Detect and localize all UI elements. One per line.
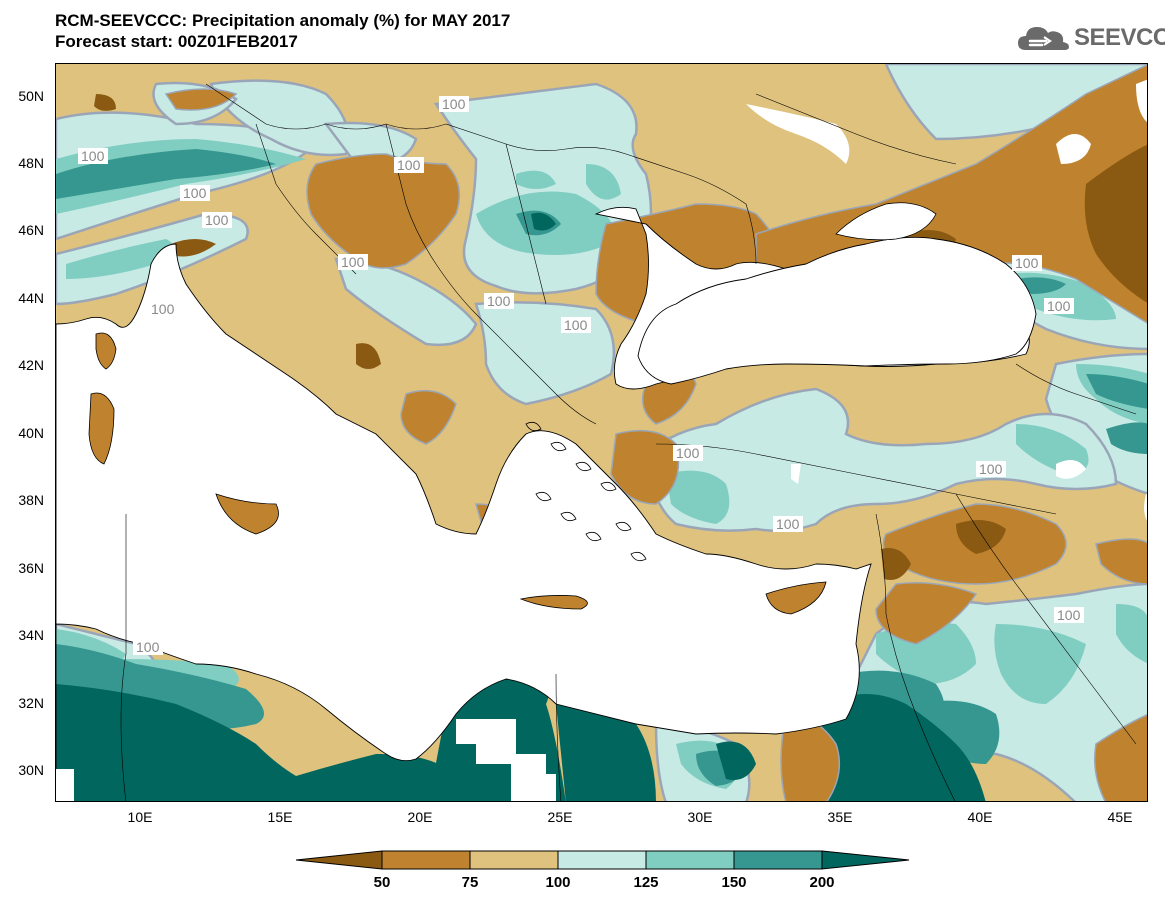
lat-label: 30N (18, 762, 44, 778)
lat-label: 32N (18, 695, 44, 711)
legend-tick: 75 (461, 874, 479, 891)
contour-label-100: 100 (151, 301, 175, 317)
contour-label-100: 100 (564, 317, 588, 333)
logo-text: SEEVCCC (1074, 24, 1165, 51)
lon-label: 35E (827, 809, 853, 825)
lon-label: 45E (1107, 809, 1133, 825)
forecast-start: Forecast start: 00Z01FEB2017 (55, 32, 298, 51)
lon-label: 15E (267, 809, 293, 825)
contour-labels: 100 100 100 100 100 100 100 100 100 100 … (78, 96, 1084, 655)
lat-label: 46N (18, 222, 44, 238)
lat-label: 36N (18, 560, 44, 576)
contour-label-100: 100 (676, 445, 700, 461)
lon-label: 40E (967, 809, 993, 825)
contour-label-100: 100 (136, 639, 160, 655)
contour-label-100: 100 (81, 148, 105, 164)
legend-swatch-75-100 (469, 850, 559, 870)
cloud-logo-icon (1018, 27, 1069, 50)
legend-tick: 100 (545, 874, 571, 891)
map-area: 100 100 100 100 100 100 100 100 100 100 … (55, 63, 1148, 802)
contour-label-100: 100 (487, 293, 511, 309)
legend-swatch-150-200 (733, 850, 823, 870)
precipitation-anomaly-map: 100 100 100 100 100 100 100 100 100 100 … (56, 64, 1147, 801)
contour-label-100: 100 (341, 254, 365, 270)
legend-swatch-above-200 (821, 850, 910, 870)
legend-tick: 200 (809, 874, 835, 891)
country-borders (120, 83, 1137, 801)
lat-label: 38N (18, 492, 44, 508)
contour-label-100: 100 (1057, 607, 1081, 623)
contour-label-100: 100 (1047, 298, 1071, 314)
aegean-islands (525, 421, 647, 562)
legend-tick: 150 (721, 874, 747, 891)
map-title: RCM-SEEVCCC: Precipitation anomaly (%) f… (55, 11, 511, 30)
masked-areas (56, 79, 1147, 801)
lat-label: 48N (18, 155, 44, 171)
contour-label-100: 100 (776, 516, 800, 532)
contour-label-100: 100 (1015, 255, 1039, 271)
contour-label-100: 100 (442, 96, 466, 112)
islands (88, 332, 827, 615)
lon-label: 10E (127, 809, 153, 825)
lat-label: 50N (18, 88, 44, 104)
lat-label: 44N (18, 290, 44, 306)
contour-label-100: 100 (205, 212, 229, 228)
legend-swatch-50-75 (381, 850, 471, 870)
contour-label-100: 100 (183, 185, 207, 201)
lon-label: 20E (407, 809, 433, 825)
lat-label: 34N (18, 627, 44, 643)
legend-tick: 125 (633, 874, 659, 891)
legend-swatch-125-150 (645, 850, 735, 870)
legend-tick: 50 (373, 874, 391, 891)
lat-label: 40N (18, 425, 44, 441)
legend-swatch-100-125 (557, 850, 647, 870)
lon-label: 30E (687, 809, 713, 825)
title-block: RCM-SEEVCCC: Precipitation anomaly (%) f… (55, 10, 510, 52)
legend-swatch-below-50 (296, 850, 383, 870)
contour-label-100: 100 (397, 157, 421, 173)
lon-label: 25E (547, 809, 573, 825)
lat-label: 42N (18, 357, 44, 373)
azov-sea (835, 202, 937, 241)
contour-label-100: 100 (979, 461, 1003, 477)
black-sea (637, 236, 1037, 385)
seevccc-logo: SEEVCCC (1016, 20, 1165, 56)
legend-colorbar (296, 850, 910, 870)
